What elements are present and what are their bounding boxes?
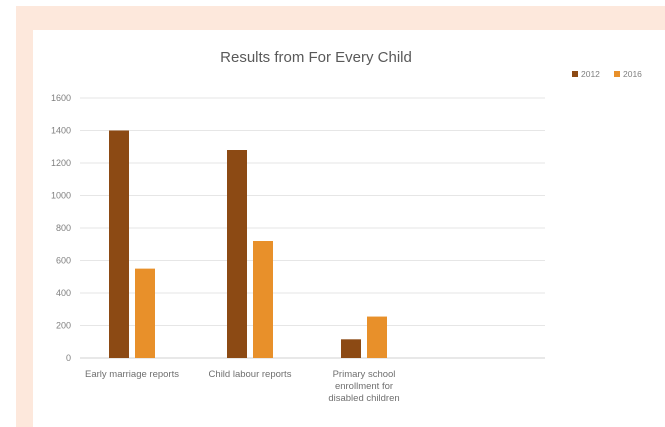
bar-2012-3 [341, 339, 361, 358]
y-tick-label: 400 [56, 288, 71, 298]
y-tick-label: 1000 [51, 191, 71, 201]
category-label: Early marriage reports [85, 369, 179, 380]
bar-2016-2 [253, 241, 273, 358]
y-tick-label: 1200 [51, 158, 71, 168]
y-tick-label: 800 [56, 223, 71, 233]
bar-2016-3 [367, 316, 387, 358]
legend-label-2016: 2016 [623, 69, 642, 79]
bar-2012-2 [227, 150, 247, 358]
category-label: Child labour reports [209, 369, 292, 380]
y-tick-label: 600 [56, 256, 71, 266]
chart-title: Results from For Every Child [220, 49, 412, 66]
legend-label-2012: 2012 [581, 69, 600, 79]
bar-2012-1 [109, 130, 129, 358]
legend-swatch-2016 [614, 71, 620, 77]
legend-swatch-2012 [572, 71, 578, 77]
y-tick-label: 200 [56, 321, 71, 331]
y-tick-label: 1400 [51, 126, 71, 136]
category-label: enrollment for [335, 381, 393, 392]
bar-2016-1 [135, 268, 155, 358]
category-label: disabled children [328, 393, 399, 404]
y-tick-label: 1600 [51, 93, 71, 103]
category-label: Primary school [333, 369, 396, 380]
y-tick-label: 0 [66, 353, 71, 363]
